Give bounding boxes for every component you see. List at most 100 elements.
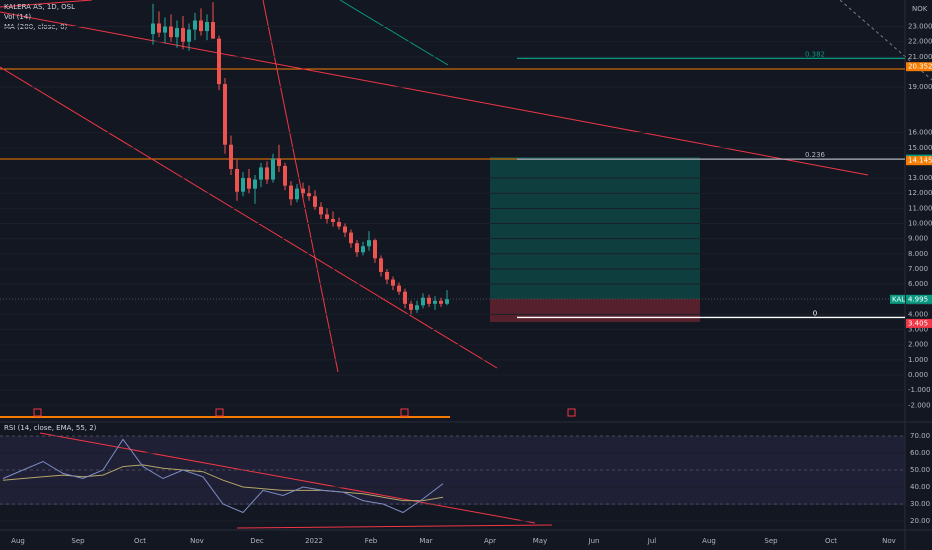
price-tick-label: 15.000 xyxy=(908,144,932,152)
price-tick-label: 11.000 xyxy=(908,204,932,212)
rsi-tick-label: 20.00 xyxy=(910,517,930,525)
price-tick-label: 12.000 xyxy=(908,189,932,197)
candle-body xyxy=(391,279,395,286)
candle-body xyxy=(439,300,443,304)
event-marker xyxy=(215,408,224,417)
fib-label: 0.236 xyxy=(805,151,826,159)
volume-ma xyxy=(0,416,450,418)
price-label-box xyxy=(906,156,932,166)
event-marker xyxy=(33,408,42,417)
price-tick-label: 4.000 xyxy=(908,310,928,318)
candle-body xyxy=(229,144,233,169)
rsi-trendline xyxy=(236,524,553,529)
last-price-label: 4.995 xyxy=(908,295,928,303)
candle-body xyxy=(223,84,227,145)
symbol-tag-label: KAL xyxy=(892,295,905,303)
candle-body xyxy=(433,300,437,304)
candle-body xyxy=(355,243,359,253)
time-label: Dec xyxy=(250,537,264,545)
candle-body xyxy=(211,22,215,39)
currency: NOK xyxy=(912,5,928,13)
time-label: Aug xyxy=(11,537,25,545)
candle-body xyxy=(337,221,341,227)
price-tick-label: 13.000 xyxy=(908,174,932,182)
rsi-tick-label: 40.00 xyxy=(910,483,930,491)
time-label: 2022 xyxy=(305,537,323,545)
candle-body xyxy=(259,167,263,180)
trendline xyxy=(262,0,339,373)
price-tick-label: 9.000 xyxy=(908,235,928,243)
price-label-box xyxy=(906,318,932,328)
trendline xyxy=(0,66,498,369)
candle-body xyxy=(313,196,317,207)
candle-body xyxy=(349,232,353,244)
time-label: May xyxy=(533,537,547,545)
candle-body xyxy=(277,158,281,166)
candle-body xyxy=(325,214,329,219)
time-label: Nov xyxy=(190,537,204,545)
candle-body xyxy=(265,167,269,180)
rsi-tick-label: 50.00 xyxy=(910,466,930,474)
candle-body xyxy=(331,218,335,222)
profit-zone xyxy=(490,157,700,299)
candle-body xyxy=(403,291,407,304)
candle-body xyxy=(175,28,179,38)
time-label: Jul xyxy=(647,537,657,545)
price-tick-label: 19.000 xyxy=(908,83,932,91)
rsi-tick-label: 70.00 xyxy=(910,432,930,440)
fib-label: 0.382 xyxy=(805,50,825,58)
event-marker xyxy=(400,408,409,417)
candle-body xyxy=(415,305,419,310)
rsi-ma-line xyxy=(2,464,444,502)
price-label: 20.352 xyxy=(908,63,932,71)
time-label: Sep xyxy=(764,537,778,545)
candle-body xyxy=(397,285,401,292)
time-label: Sep xyxy=(71,537,85,545)
trendline xyxy=(0,0,93,8)
candle-body xyxy=(367,240,371,247)
rsi-legend: RSI (14, close, EMA, 55, 2) xyxy=(4,424,97,432)
candle-body xyxy=(343,226,347,233)
candle-body xyxy=(379,258,383,272)
price-tick-label: 21.000 xyxy=(908,53,932,61)
candle-body xyxy=(157,23,161,33)
loss-zone xyxy=(490,299,700,322)
candle-body xyxy=(361,246,365,253)
candle-body xyxy=(295,188,299,200)
time-label: Oct xyxy=(825,537,837,545)
price-tick-label: 0.000 xyxy=(908,371,928,379)
rsi-tick-label: 30.00 xyxy=(910,500,930,508)
candle-body xyxy=(187,29,191,42)
candle-body xyxy=(163,26,167,33)
candle-body xyxy=(373,240,377,259)
price-label: 14.145 xyxy=(908,157,932,165)
price-tick-label: 23.000 xyxy=(908,23,932,31)
last-price-box xyxy=(906,294,932,304)
candle-body xyxy=(409,303,413,310)
time-label: Nov xyxy=(882,537,896,545)
price-tick-label: 1.000 xyxy=(908,356,928,364)
price-label-box xyxy=(906,62,932,72)
price-tick-label: 7.000 xyxy=(908,265,928,273)
rsi-trendline xyxy=(39,432,536,524)
candle-body xyxy=(271,158,275,180)
candle-body xyxy=(385,271,389,280)
price-tick-label: 3.000 xyxy=(908,326,928,334)
candle-body xyxy=(253,179,257,189)
time-label: Mar xyxy=(419,537,432,545)
trendline xyxy=(839,0,932,81)
candle-body xyxy=(289,185,293,200)
candle-body xyxy=(151,23,155,35)
candle-body xyxy=(241,178,245,192)
candle-body xyxy=(199,20,203,32)
candle-body xyxy=(235,168,239,192)
candle-body xyxy=(169,26,173,38)
trendline xyxy=(339,0,449,66)
fib-label: 0 xyxy=(813,309,817,317)
candle-body xyxy=(181,28,185,42)
price-tick-label: 8.000 xyxy=(908,250,928,258)
candle-body xyxy=(301,188,305,194)
